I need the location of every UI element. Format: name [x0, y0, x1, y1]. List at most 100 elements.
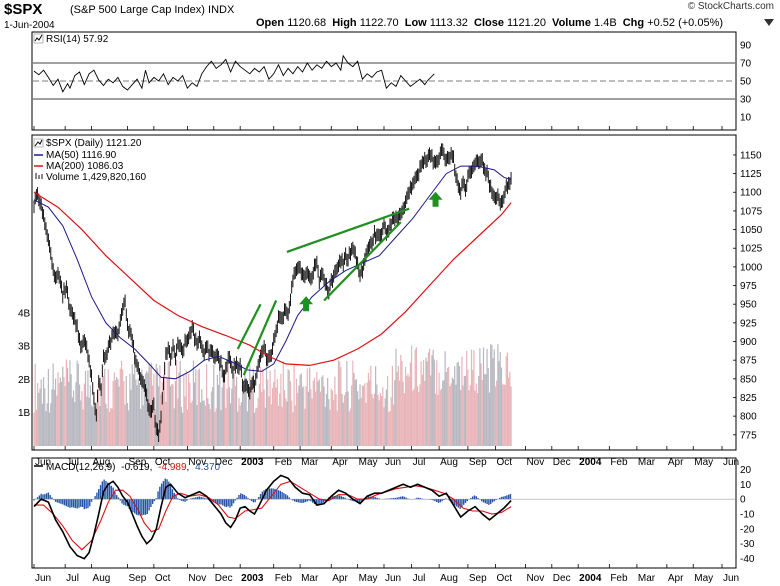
chart-header: $SPX (S&P 500 Large Cap Index) INDX 1-Ju…	[0, 0, 780, 32]
volume-bar	[114, 380, 117, 446]
x-label-mid-7: 2003	[241, 457, 264, 468]
macd-hist-bar	[292, 499, 294, 501]
volume-bar	[195, 369, 197, 446]
macd-hist-bar	[270, 488, 273, 500]
volume-bar	[219, 365, 221, 446]
volume-bar	[479, 348, 481, 446]
price-tick-1050: 1050	[740, 225, 763, 236]
volume-bar	[250, 387, 252, 446]
volume-bar	[328, 399, 330, 446]
volume-bar	[337, 360, 340, 446]
volume-bar	[470, 349, 473, 446]
volume-bar	[376, 384, 378, 446]
volume-bar	[373, 393, 376, 446]
macd-hist-bar	[51, 497, 53, 500]
x-label-bottom-21: Mar	[638, 573, 656, 584]
macd-value: -0.619	[121, 462, 150, 473]
price-tick-1100: 1100	[740, 188, 762, 199]
volume-bar	[366, 382, 368, 446]
volume-bar	[234, 385, 236, 446]
volume-bar	[225, 407, 227, 446]
volume-bar	[283, 390, 286, 446]
macd-hist-bar	[310, 499, 312, 502]
x-label-bottom-16: Oct	[496, 573, 512, 584]
volume-bar	[257, 397, 259, 446]
macd-hist-bar	[498, 498, 501, 500]
macd-hist-bar	[231, 499, 233, 507]
macd-hist-bar	[63, 499, 66, 506]
volume-tick-4B: 4B	[18, 308, 31, 319]
macd-hist-bar	[295, 499, 298, 503]
volume-bar	[452, 379, 455, 446]
volume-bar	[422, 360, 425, 446]
volume-bar	[137, 378, 139, 446]
macd-hist-bar	[360, 499, 362, 503]
trendline-3	[286, 207, 410, 253]
macd-hist-bar	[482, 499, 485, 503]
x-label-mid-2: Aug	[93, 457, 111, 468]
volume-bar	[62, 366, 64, 446]
volume-bar	[60, 381, 63, 446]
volume-bar	[369, 379, 371, 446]
rsi-tick-50: 50	[740, 77, 752, 88]
volume-bar	[383, 407, 385, 446]
volume-bar	[232, 374, 234, 446]
macd-hist-bar	[157, 491, 159, 500]
macd-hist-bar	[85, 499, 87, 509]
macd-hist-bar	[133, 499, 136, 514]
macd-hist-bar	[434, 499, 436, 502]
macd-hist-bar	[241, 494, 244, 500]
volume-bar	[245, 380, 247, 446]
ma200-line	[33, 191, 512, 367]
volume-bar	[358, 399, 360, 446]
up-arrow-icon-1	[299, 296, 314, 312]
macd-hist-bar	[299, 499, 301, 503]
macd-hist-bar	[252, 499, 255, 503]
volume-bar	[144, 373, 147, 446]
volume-bar	[437, 394, 439, 446]
volume-bar	[498, 361, 500, 446]
volume-bar	[182, 412, 184, 446]
volume-bar	[201, 389, 203, 446]
macd-hist-bar	[124, 499, 127, 506]
volume-bar	[310, 389, 312, 446]
volume-bar	[238, 397, 240, 446]
price-tick-850: 850	[740, 374, 757, 385]
volume-bar	[484, 374, 486, 446]
macd-hist-bar	[38, 495, 41, 500]
volume-bar	[90, 405, 93, 446]
macd-hist-bar	[493, 499, 495, 502]
x-label-mid-11: May	[359, 457, 378, 468]
x-label-bottom-5: Nov	[188, 573, 206, 584]
volume-bar	[433, 359, 435, 446]
volume-bar	[406, 376, 408, 446]
dropdown-triangle-icon[interactable]	[764, 19, 774, 26]
volume-bar	[277, 405, 280, 446]
volume-bar	[381, 396, 383, 446]
macd-hist-bar	[285, 494, 287, 500]
macd-hist-bar	[123, 499, 125, 505]
price-tick-825: 825	[740, 393, 757, 404]
volume-bar	[173, 408, 175, 446]
volume-bar	[395, 348, 397, 446]
macd-hist-bar	[196, 496, 199, 500]
signal-value: -4.989	[158, 462, 187, 473]
volume-bar	[194, 382, 196, 446]
volume-bar	[305, 386, 307, 446]
rsi-tick-30: 30	[740, 95, 752, 106]
macd-hist-bar	[178, 499, 181, 500]
price-tick-1075: 1075	[740, 206, 763, 217]
open-value: 1120.68	[287, 17, 327, 29]
macd-hist-bar	[274, 488, 276, 500]
volume-bar	[384, 398, 386, 446]
volume-bar	[40, 379, 42, 446]
volume-bar	[168, 361, 171, 446]
macd-legend: MACD(12,26,9) -0.619, -4.989, 4.370	[34, 462, 221, 473]
volume-bar	[249, 360, 251, 446]
macd-hist-bar	[245, 496, 247, 500]
volume-bar	[229, 403, 232, 446]
volume-bar	[235, 376, 238, 446]
volume-bar	[174, 380, 177, 446]
volume-bar	[499, 352, 501, 446]
x-label-mid-24: Jun	[723, 457, 739, 468]
